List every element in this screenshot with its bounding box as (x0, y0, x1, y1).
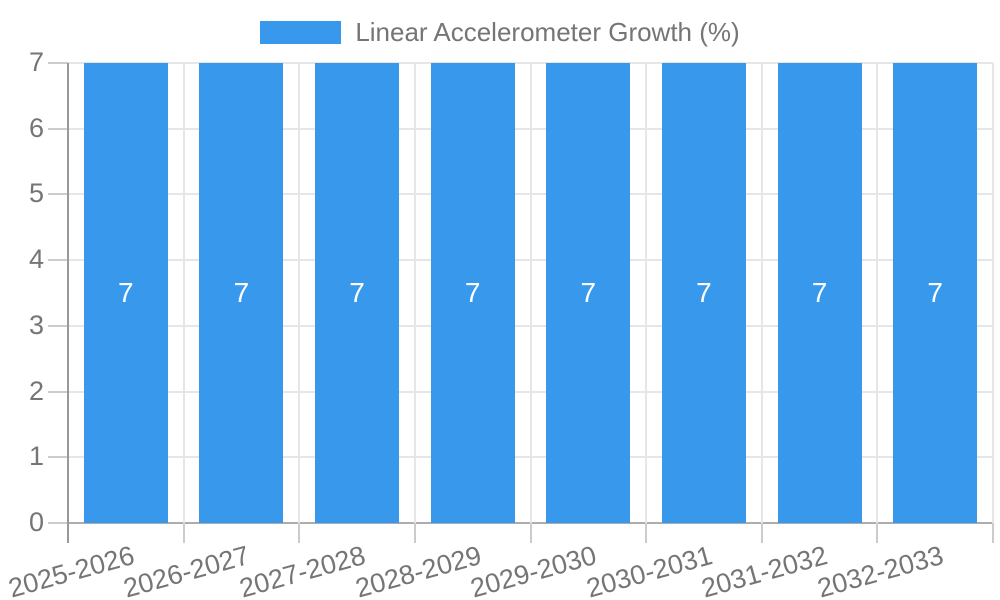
v-gridline (298, 63, 301, 523)
x-axis-tick (645, 523, 648, 543)
x-axis-label: 2027-2028 (236, 540, 369, 600)
v-gridline (529, 63, 532, 523)
bar[interactable]: 7 (661, 63, 746, 523)
y-axis-label: 7 (28, 47, 44, 77)
x-axis-line (57, 522, 994, 524)
y-axis-label: 3 (28, 309, 44, 340)
bar[interactable]: 7 (83, 63, 168, 523)
x-axis-tick (298, 523, 301, 543)
y-axis-tick (48, 193, 68, 196)
x-axis-label: 2025-2026 (4, 540, 138, 600)
legend-label: Linear Accelerometer Growth (%) (355, 17, 740, 47)
bar[interactable]: 7 (777, 63, 862, 523)
bar[interactable]: 7 (430, 63, 515, 523)
v-gridline (182, 63, 185, 523)
y-axis-tick (48, 127, 68, 130)
bar-value-label: 7 (233, 277, 250, 308)
x-axis-label: 2032-2033 (814, 540, 947, 600)
x-axis-tick (182, 523, 185, 543)
x-axis-tick (992, 523, 994, 543)
bar[interactable]: 7 (893, 63, 978, 523)
bar[interactable]: 7 (546, 63, 631, 523)
x-axis-tick (413, 523, 416, 543)
y-axis-tick (48, 456, 68, 459)
x-axis-label: 2030-2031 (582, 540, 716, 600)
y-axis-tick (48, 390, 68, 393)
y-axis-tick (48, 62, 68, 64)
v-gridline (992, 63, 994, 523)
x-axis-label: 2026-2027 (120, 540, 253, 600)
bar-value-label: 7 (696, 277, 712, 308)
y-axis-label: 0 (28, 507, 44, 537)
v-gridline (876, 63, 879, 523)
bar-value-label: 7 (580, 277, 597, 308)
x-axis-tick (876, 523, 879, 543)
x-axis-label: 2029-2030 (467, 540, 600, 600)
y-axis-tick (48, 259, 68, 262)
x-axis-tick (529, 523, 532, 543)
v-gridline (760, 63, 763, 523)
legend-swatch (260, 20, 342, 44)
bar-value-label: 7 (811, 277, 828, 308)
y-axis-label: 6 (28, 112, 44, 143)
bar-value-label: 7 (927, 277, 943, 308)
v-gridline (413, 63, 416, 523)
y-axis-line (67, 63, 69, 543)
bar-value-label: 7 (118, 277, 134, 308)
chart-legend[interactable]: Linear Accelerometer Growth (%) (0, 19, 1000, 45)
v-gridline (645, 63, 648, 523)
y-axis-label: 4 (28, 244, 44, 275)
bar[interactable]: 7 (315, 63, 400, 523)
bar-value-label: 7 (464, 277, 481, 308)
bar[interactable]: 7 (199, 63, 284, 523)
y-axis-label: 5 (28, 178, 44, 209)
y-axis-label: 2 (28, 375, 44, 406)
y-axis-tick (48, 324, 68, 327)
x-axis-tick (760, 523, 763, 543)
y-axis-tick (48, 522, 68, 524)
x-axis-label: 2028-2029 (351, 540, 485, 600)
bar-value-label: 7 (349, 277, 365, 308)
y-axis-label: 1 (28, 441, 44, 472)
x-axis-label: 2031-2032 (698, 540, 832, 600)
